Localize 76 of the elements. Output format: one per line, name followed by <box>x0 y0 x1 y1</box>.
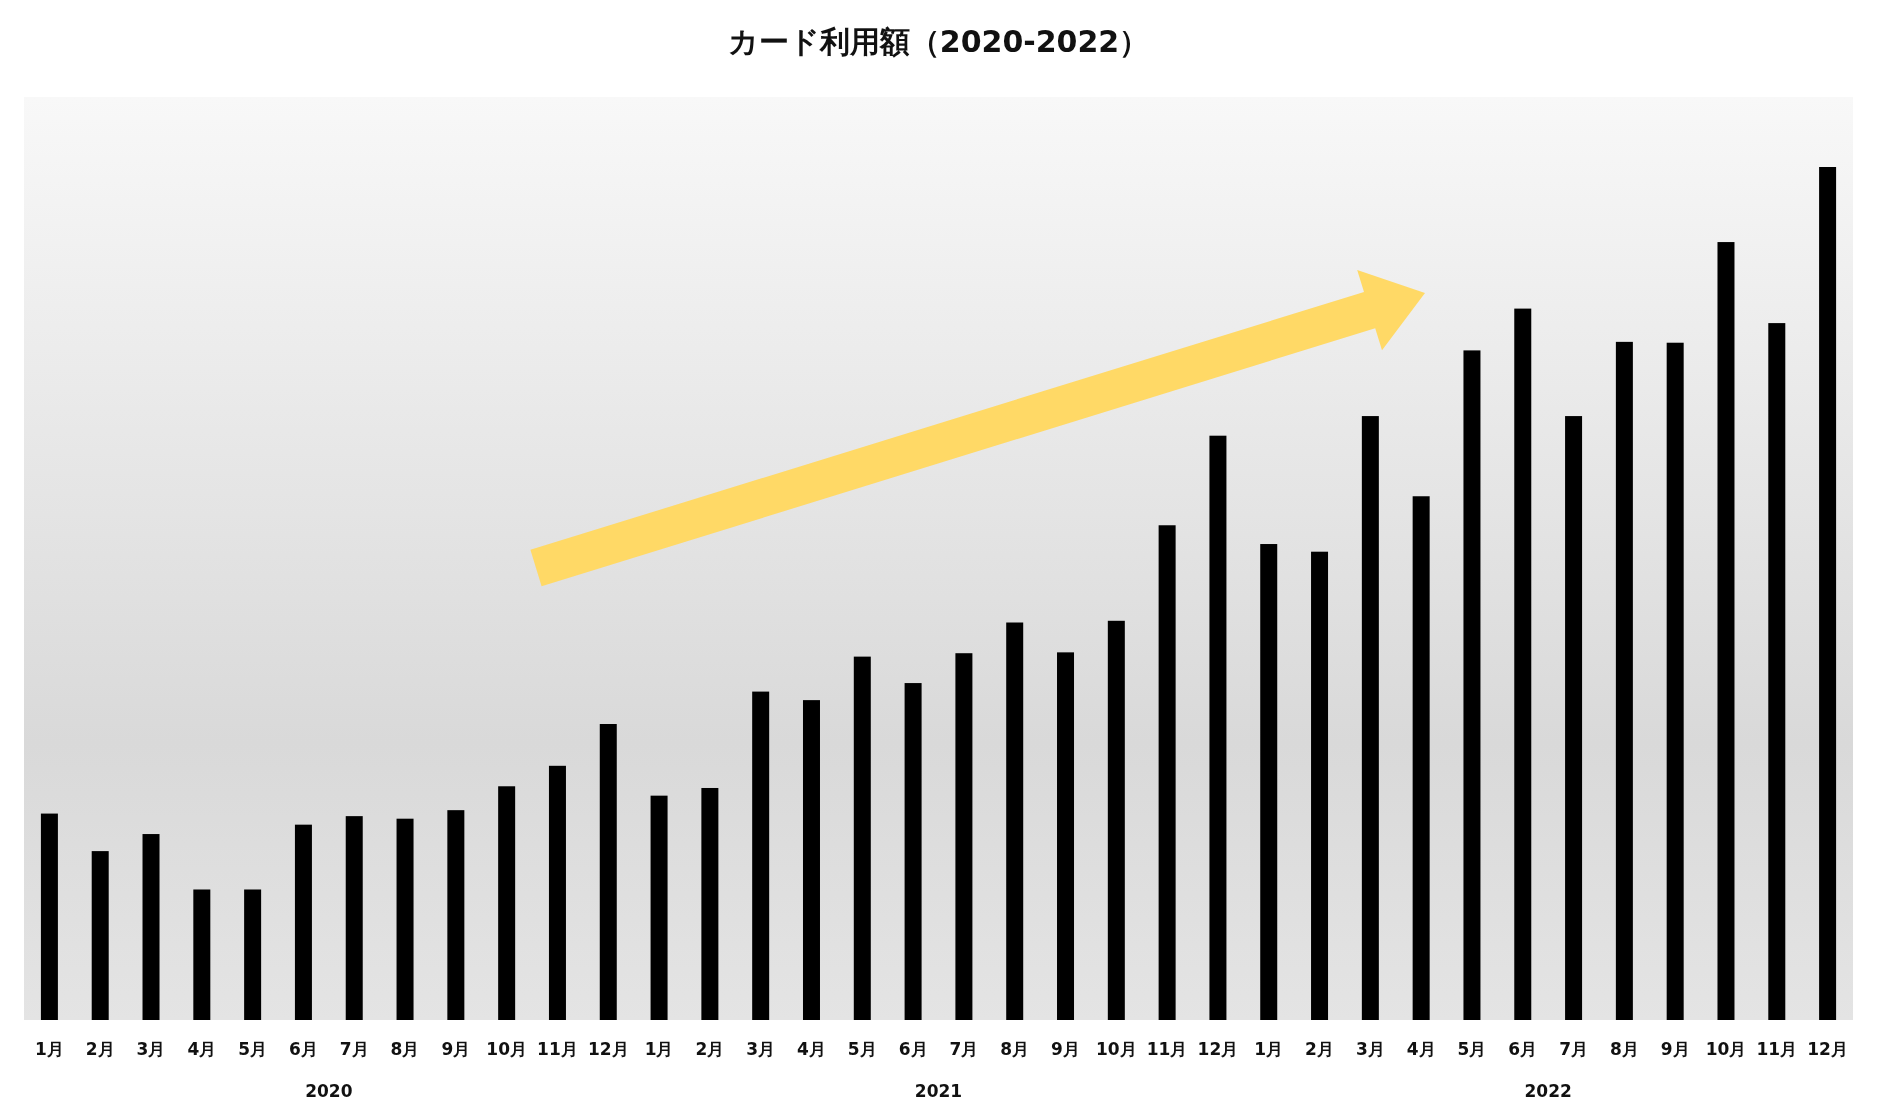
bar <box>1717 242 1735 1020</box>
bar <box>91 851 109 1020</box>
bar <box>396 818 414 1020</box>
bar <box>244 889 262 1020</box>
text: 2020 <box>305 1081 353 1101</box>
x-tick-label: 3月 <box>136 1039 166 1059</box>
bar <box>1260 544 1278 1020</box>
bar <box>294 824 312 1020</box>
x-tick-label: 11月 <box>537 1039 578 1059</box>
x-tick-label: 12月 <box>587 1039 629 1059</box>
x-tick-label: 7月 <box>339 1039 369 1059</box>
bar <box>904 683 922 1020</box>
bar <box>1158 525 1176 1020</box>
bar <box>1006 622 1024 1020</box>
bar <box>853 656 871 1020</box>
bar <box>1209 435 1227 1020</box>
x-tick-label: 2月 <box>1305 1039 1334 1059</box>
x-tick-label: 6月 <box>1508 1039 1538 1059</box>
text: 2021 <box>914 1081 963 1101</box>
bar <box>1565 416 1583 1020</box>
x-tick-label: 10月 <box>1705 1039 1747 1059</box>
bar <box>1057 652 1075 1020</box>
bar <box>752 691 770 1020</box>
x-tick-label: 12月 <box>1197 1039 1239 1059</box>
x-tick-label: 6月 <box>898 1039 928 1059</box>
bar <box>548 765 566 1020</box>
x-tick-label: 2月 <box>85 1039 115 1059</box>
bar <box>1615 341 1633 1020</box>
bar <box>193 889 211 1020</box>
x-tick-label: 5月 <box>238 1039 268 1059</box>
x-tick-label: 4月 <box>797 1039 826 1059</box>
bar <box>701 787 719 1020</box>
x-tick-label: 1月 <box>1254 1039 1284 1059</box>
bar <box>142 834 160 1020</box>
x-tick-label: 4月 <box>187 1039 217 1059</box>
bar <box>40 813 58 1020</box>
x-tick-label: 6月 <box>289 1039 318 1059</box>
x-tick-label: 8月 <box>1000 1039 1030 1059</box>
bar <box>955 653 973 1020</box>
x-tick-label: 11月 <box>1756 1039 1798 1059</box>
bar <box>1412 496 1430 1020</box>
bar <box>1768 323 1786 1020</box>
x-tick-label: 8月 <box>1609 1039 1639 1059</box>
x-tick-label: 3月 <box>1355 1039 1385 1059</box>
bar <box>498 786 516 1020</box>
x-tick-label: 3月 <box>746 1039 776 1059</box>
chart-title: カード利用額（2020-2022） <box>727 24 1150 59</box>
bar <box>599 724 617 1020</box>
x-tick-label: 1月 <box>34 1039 64 1059</box>
bar <box>1666 342 1684 1020</box>
x-tick-label: 5月 <box>847 1039 877 1059</box>
x-tick-label: 8月 <box>390 1039 420 1059</box>
x-tick-label: 4月 <box>1406 1039 1436 1059</box>
bar <box>447 810 465 1020</box>
x-tick-label: 5月 <box>1457 1039 1487 1059</box>
bar <box>1819 167 1837 1020</box>
x-tick-label: 9月 <box>1660 1039 1690 1059</box>
x-tick-label: 7月 <box>1559 1039 1588 1059</box>
x-tick-label: 2月 <box>695 1039 725 1059</box>
x-tick-label: 1月 <box>644 1039 674 1059</box>
text: 2022 <box>1524 1081 1572 1101</box>
bar <box>1311 551 1329 1020</box>
bar <box>802 700 820 1020</box>
bar <box>1514 308 1532 1020</box>
bar <box>345 816 363 1020</box>
bar <box>650 795 668 1020</box>
x-tick-label: 9月 <box>1051 1039 1080 1059</box>
x-tick-label: 12月 <box>1807 1039 1848 1059</box>
x-tick-label: 10月 <box>486 1039 527 1059</box>
x-tick-label: 7月 <box>949 1039 979 1059</box>
bar <box>1107 620 1125 1020</box>
bar <box>1463 350 1481 1020</box>
x-tick-label: 11月 <box>1146 1039 1188 1059</box>
bar <box>1361 416 1379 1020</box>
x-tick-label: 10月 <box>1095 1039 1137 1059</box>
x-tick-label: 9月 <box>441 1039 471 1059</box>
